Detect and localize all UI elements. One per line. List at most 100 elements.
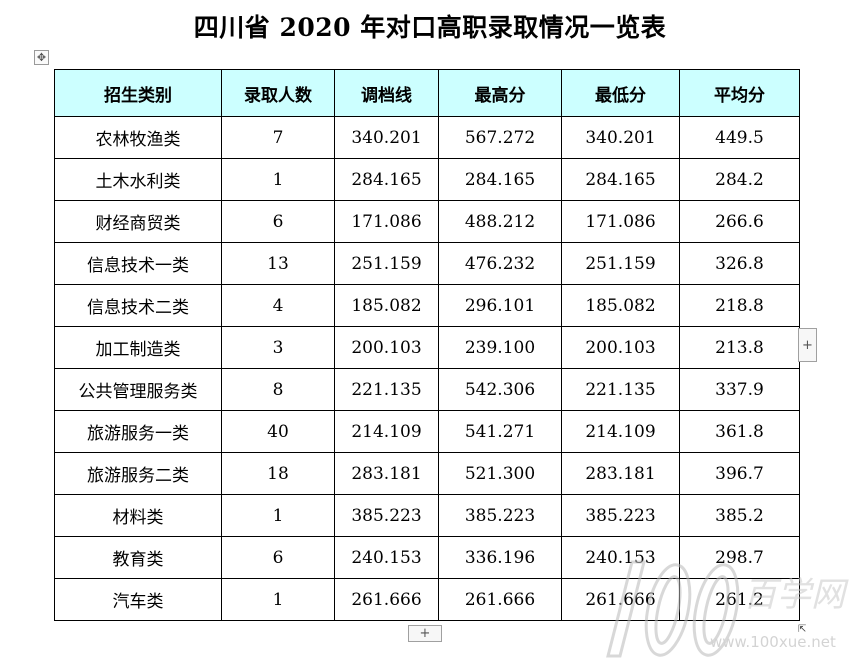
cell-highest-score: 541.271 [438, 410, 562, 453]
cell-lowest-score: 283.181 [561, 452, 680, 495]
plus-icon: + [802, 337, 813, 353]
cell-lowest-score: 214.109 [561, 410, 680, 453]
cell-lowest-score: 385.223 [561, 494, 680, 537]
move-arrows-icon[interactable]: ✥ [34, 50, 49, 65]
cell-cutoff-score: 200.103 [334, 326, 439, 369]
resize-corner-icon[interactable]: ⇱ [798, 624, 807, 635]
cell-cutoff-score: 251.159 [334, 242, 439, 285]
header-average-score: 平均分 [679, 69, 800, 117]
cell-cutoff-score: 214.109 [334, 410, 439, 453]
cell-cutoff-score: 240.153 [334, 536, 439, 579]
cell-category: 教育类 [54, 536, 222, 579]
cell-average-score: 213.8 [679, 326, 800, 369]
cell-lowest-score: 171.086 [561, 200, 680, 243]
header-category: 招生类别 [54, 69, 222, 117]
cell-cutoff-score: 261.666 [334, 578, 439, 621]
table-row: 旅游服务一类 40 214.109 541.271 214.109 361.8 [54, 410, 800, 453]
cell-highest-score: 296.101 [438, 284, 562, 327]
cell-lowest-score: 251.159 [561, 242, 680, 285]
cell-admitted-count: 1 [221, 578, 335, 621]
cell-highest-score: 261.666 [438, 578, 562, 621]
cell-highest-score: 476.232 [438, 242, 562, 285]
cell-highest-score: 239.100 [438, 326, 562, 369]
admission-table: 招生类别 录取人数 调档线 最高分 最低分 平均分 农林牧渔类 7 340.201 5… [54, 69, 800, 621]
header-cutoff-score: 调档线 [334, 69, 439, 117]
cell-admitted-count: 1 [221, 158, 335, 201]
cell-admitted-count: 7 [221, 116, 335, 159]
table-row: 材料类 1 385.223 385.223 385.223 385.2 [54, 494, 800, 537]
cell-admitted-count: 6 [221, 200, 335, 243]
table-row: 公共管理服务类 8 221.135 542.306 221.135 337.9 [54, 368, 800, 411]
table-row: 旅游服务二类 18 283.181 521.300 283.181 396.7 [54, 452, 800, 495]
cell-category: 农林牧渔类 [54, 116, 222, 159]
cell-admitted-count: 18 [221, 452, 335, 495]
table-row: 农林牧渔类 7 340.201 567.272 340.201 449.5 [54, 116, 800, 159]
cell-average-score: 266.6 [679, 200, 800, 243]
cell-admitted-count: 8 [221, 368, 335, 411]
header-lowest-score: 最低分 [561, 69, 680, 117]
table-row: 汽车类 1 261.666 261.666 261.666 261.2 [54, 578, 800, 621]
plus-icon: + [419, 626, 431, 641]
add-row-button[interactable]: + [408, 625, 442, 642]
page-title: 四川省 2020 年对口高职录取情况一览表 [193, 13, 667, 42]
cell-average-score: 337.9 [679, 368, 800, 411]
cell-category: 汽车类 [54, 578, 222, 621]
cell-admitted-count: 13 [221, 242, 335, 285]
cell-admitted-count: 3 [221, 326, 335, 369]
cell-category: 公共管理服务类 [54, 368, 222, 411]
cell-lowest-score: 284.165 [561, 158, 680, 201]
cell-average-score: 284.2 [679, 158, 800, 201]
watermark-url: www.100xue.net [710, 633, 836, 651]
cell-lowest-score: 340.201 [561, 116, 680, 159]
header-admitted-count: 录取人数 [221, 69, 335, 117]
cell-highest-score: 567.272 [438, 116, 562, 159]
cell-category: 加工制造类 [54, 326, 222, 369]
cell-admitted-count: 6 [221, 536, 335, 579]
cell-highest-score: 488.212 [438, 200, 562, 243]
cell-average-score: 218.8 [679, 284, 800, 327]
cell-category: 土木水利类 [54, 158, 222, 201]
cell-highest-score: 521.300 [438, 452, 562, 495]
cell-average-score: 326.8 [679, 242, 800, 285]
table-body: 农林牧渔类 7 340.201 567.272 340.201 449.5 土木水利类 1 28… [54, 116, 800, 621]
cell-cutoff-score: 340.201 [334, 116, 439, 159]
cell-cutoff-score: 221.135 [334, 368, 439, 411]
cell-average-score: 385.2 [679, 494, 800, 537]
cell-average-score: 298.7 [679, 536, 800, 579]
cell-average-score: 396.7 [679, 452, 800, 495]
cell-lowest-score: 221.135 [561, 368, 680, 411]
table-row: 教育类 6 240.153 336.196 240.153 298.7 [54, 536, 800, 579]
header-highest-score: 最高分 [438, 69, 562, 117]
table-row: 信息技术二类 4 185.082 296.101 185.082 218.8 [54, 284, 800, 327]
cell-category: 财经商贸类 [54, 200, 222, 243]
cell-highest-score: 385.223 [438, 494, 562, 537]
cell-cutoff-score: 283.181 [334, 452, 439, 495]
cell-lowest-score: 200.103 [561, 326, 680, 369]
cell-cutoff-score: 185.082 [334, 284, 439, 327]
cell-lowest-score: 185.082 [561, 284, 680, 327]
cell-category: 信息技术一类 [54, 242, 222, 285]
cell-admitted-count: 1 [221, 494, 335, 537]
cell-average-score: 361.8 [679, 410, 800, 453]
cell-admitted-count: 4 [221, 284, 335, 327]
table-row: 信息技术一类 13 251.159 476.232 251.159 326.8 [54, 242, 800, 285]
cell-highest-score: 542.306 [438, 368, 562, 411]
table-header-row: 招生类别 录取人数 调档线 最高分 最低分 平均分 [54, 69, 800, 117]
cell-category: 旅游服务一类 [54, 410, 222, 453]
cell-category: 旅游服务二类 [54, 452, 222, 495]
cell-highest-score: 284.165 [438, 158, 562, 201]
cell-highest-score: 336.196 [438, 536, 562, 579]
cell-lowest-score: 261.666 [561, 578, 680, 621]
cell-category: 信息技术二类 [54, 284, 222, 327]
cell-lowest-score: 240.153 [561, 536, 680, 579]
add-column-button[interactable]: + [798, 328, 817, 362]
table-row: 土木水利类 1 284.165 284.165 284.165 284.2 [54, 158, 800, 201]
cell-cutoff-score: 284.165 [334, 158, 439, 201]
table-row: 财经商贸类 6 171.086 488.212 171.086 266.6 [54, 200, 800, 243]
table-row: 加工制造类 3 200.103 239.100 200.103 213.8 [54, 326, 800, 369]
cell-cutoff-score: 171.086 [334, 200, 439, 243]
cell-category: 材料类 [54, 494, 222, 537]
cell-average-score: 261.2 [679, 578, 800, 621]
cell-admitted-count: 40 [221, 410, 335, 453]
cell-average-score: 449.5 [679, 116, 800, 159]
